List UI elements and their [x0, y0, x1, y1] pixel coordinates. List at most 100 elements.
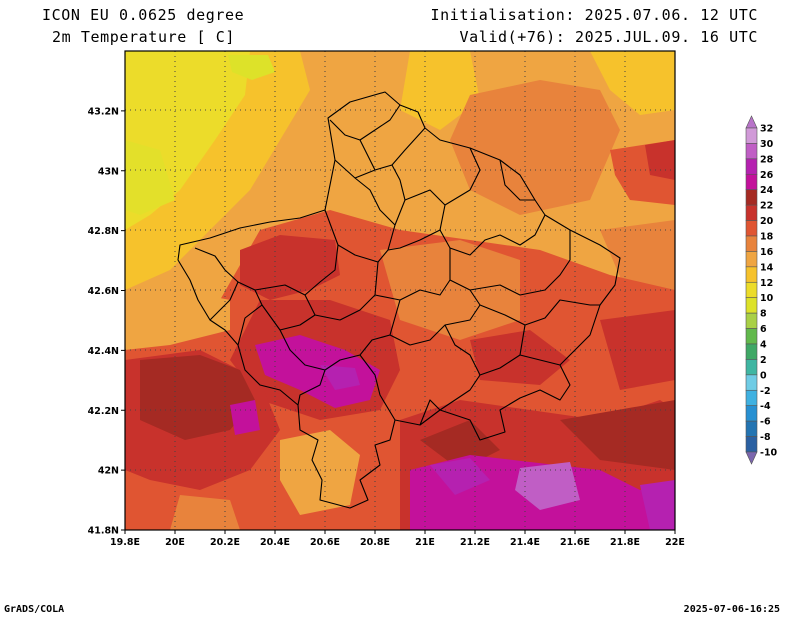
colorbar-swatch — [745, 436, 758, 453]
border-segment — [449, 230, 571, 296]
colorbar-swatch — [745, 312, 758, 329]
x-tick-label: 20.6E — [310, 537, 340, 548]
colorbar-swatch — [745, 359, 758, 376]
colorbar-swatch — [745, 189, 758, 206]
colorbar-label: 32 — [760, 124, 773, 135]
border-segment — [329, 104, 401, 141]
colorbar-label: -10 — [760, 448, 778, 459]
colorbar-swatch — [745, 173, 758, 191]
colorbar-label: -8 — [760, 432, 771, 443]
colorbar-label: 14 — [760, 262, 774, 273]
software-credit: GrADS/COLA — [4, 604, 65, 615]
border-segment — [297, 369, 326, 406]
render-timestamp: 2025-07-06-16:25 — [683, 604, 780, 615]
x-tick-label: 21E — [415, 537, 435, 548]
border-segment — [391, 127, 426, 166]
colorbar-label: 18 — [760, 232, 774, 243]
colorbar-swatch — [745, 420, 758, 437]
colorbar-swatch — [745, 235, 758, 252]
colorbar-swatch — [745, 158, 758, 175]
x-tick-label: 21.2E — [460, 537, 490, 548]
colorbar-label: 10 — [760, 293, 774, 304]
colorbar-label: 16 — [760, 247, 774, 258]
border-segment — [359, 139, 376, 171]
colorbar-label: 2 — [760, 355, 767, 366]
colorbar-label: 0 — [760, 370, 767, 381]
y-tick-label: 43N — [98, 166, 119, 177]
colorbar-swatch — [745, 220, 758, 237]
colorbar-label: -6 — [760, 417, 771, 428]
colorbar-label: 22 — [760, 201, 773, 212]
colorbar-swatch — [745, 328, 758, 345]
border-segment — [359, 354, 396, 421]
country-border — [177, 91, 621, 509]
y-tick-label: 42N — [98, 466, 119, 477]
colorbar-swatch — [745, 389, 758, 407]
border-segment — [439, 324, 481, 411]
border-segment — [209, 281, 239, 321]
colorbar-swatch — [745, 281, 758, 299]
border-segment — [419, 399, 441, 426]
x-tick-label: 20.4E — [260, 537, 290, 548]
colorbar-label: 24 — [760, 185, 774, 196]
colorbar-top-arrow — [745, 115, 758, 129]
border-segment — [279, 299, 401, 371]
colorbar-label: 26 — [760, 170, 774, 181]
border-segment — [261, 294, 316, 331]
temperature-field — [125, 51, 675, 530]
border-segment — [519, 324, 526, 356]
colorbar-swatch — [745, 143, 758, 160]
border-segment — [387, 229, 441, 251]
x-tick-label: 20.2E — [210, 537, 240, 548]
grid-lines — [125, 51, 675, 530]
border-segment — [314, 261, 379, 321]
model-title: ICON EU 0.0625 degree — [42, 6, 245, 24]
y-tick-label: 42.4N — [88, 346, 119, 357]
y-tick-label: 42.6N — [88, 286, 119, 297]
y-tick-label: 42.2N — [88, 406, 119, 417]
colorbar-swatch — [745, 343, 758, 360]
y-tick-label: 41.8N — [88, 526, 119, 537]
colorbar-label: -4 — [760, 401, 771, 412]
colorbar-swatch — [745, 297, 758, 314]
colorbar-label: 6 — [760, 324, 767, 335]
border-segment — [404, 189, 546, 256]
y-tick-label: 43.2N — [88, 106, 119, 117]
colorbar-swatch — [745, 251, 758, 268]
colorbar-swatch — [745, 266, 758, 283]
x-tick-label: 21.8E — [610, 537, 640, 548]
colorbar-label: 4 — [760, 340, 767, 351]
x-axis-ticks: 19.8E 20E 20.2E 20.4E 20.6E 20.8E 21E 21.2E 21.4… — [110, 530, 685, 548]
colorbar-swatch — [745, 405, 758, 422]
border-segment — [374, 248, 451, 301]
colorbar-bottom-arrow — [745, 451, 758, 465]
x-tick-label: 20E — [165, 537, 185, 548]
border-segment — [499, 159, 535, 201]
variable-title: 2m Temperature [ C] — [52, 28, 235, 46]
border-segment — [354, 164, 406, 226]
valid-time: Valid(+76): 2025.JUL.09. 16 UTC — [459, 28, 758, 46]
border-segment — [194, 247, 263, 346]
x-tick-label: 21.4E — [510, 537, 540, 548]
x-tick-label: 20.8E — [360, 537, 390, 548]
border-segment — [479, 299, 600, 326]
x-tick-label: 22E — [665, 537, 685, 548]
initialisation-time: Initialisation: 2025.07.06. 12 UTC — [430, 6, 758, 24]
colorbar-label: 8 — [760, 309, 767, 320]
x-tick-label: 19.8E — [110, 537, 140, 548]
colorbar-label: 28 — [760, 154, 774, 165]
colorbar-swatch — [745, 204, 758, 221]
y-tick-label: 42.8N — [88, 226, 119, 237]
colorbar-swatch — [745, 374, 758, 391]
admin-borders — [177, 91, 621, 509]
colorbar-label: 30 — [760, 139, 774, 150]
colorbar-label: -2 — [760, 386, 771, 397]
border-segment — [444, 147, 481, 206]
colorbar-label: 20 — [760, 216, 774, 227]
y-axis-ticks: 42.2N 42N 41.8N 42.4N 42.6N 42.8N 43N 43.2N — [88, 106, 125, 537]
colorbar-label: 12 — [760, 278, 773, 289]
colorbar-swatch — [745, 127, 758, 144]
x-tick-label: 21.6E — [560, 537, 590, 548]
